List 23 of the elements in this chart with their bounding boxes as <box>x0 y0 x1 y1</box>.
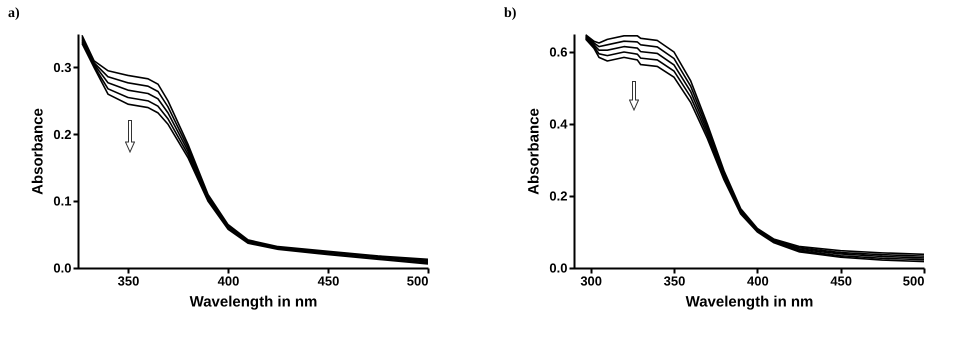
x-tick-label: 350 <box>118 274 140 288</box>
x-tick-label: 450 <box>318 274 340 288</box>
x-axis-title: Wavelength in nm <box>190 294 318 310</box>
y-tick-label: 0.0 <box>549 260 568 276</box>
y-axis-title: Absorbance <box>525 108 542 195</box>
chart-title: a) <box>8 6 20 21</box>
y-tick-label: 0.1 <box>53 194 72 209</box>
x-tick-label: 400 <box>218 274 240 288</box>
x-tick-label: 500 <box>406 274 428 288</box>
x-tick-label: 500 <box>902 274 924 288</box>
y-axis-title: Absorbance <box>29 108 46 195</box>
x-tick-label: 350 <box>664 274 686 288</box>
y-tick-label: 0.2 <box>549 188 568 204</box>
y-tick-label: 0.2 <box>53 126 72 142</box>
x-tick-label: 300 <box>580 274 602 288</box>
y-tick-label: 0.6 <box>549 44 568 60</box>
x-tick-label: 450 <box>830 274 852 288</box>
y-tick-label: 0.0 <box>53 260 72 276</box>
y-tick-label: 0.4 <box>549 116 568 132</box>
chart-title: b) <box>504 6 517 21</box>
y-tick-label: 0.3 <box>53 60 72 75</box>
x-axis-title: Wavelength in nm <box>686 294 814 310</box>
x-tick-label: 400 <box>746 274 769 288</box>
